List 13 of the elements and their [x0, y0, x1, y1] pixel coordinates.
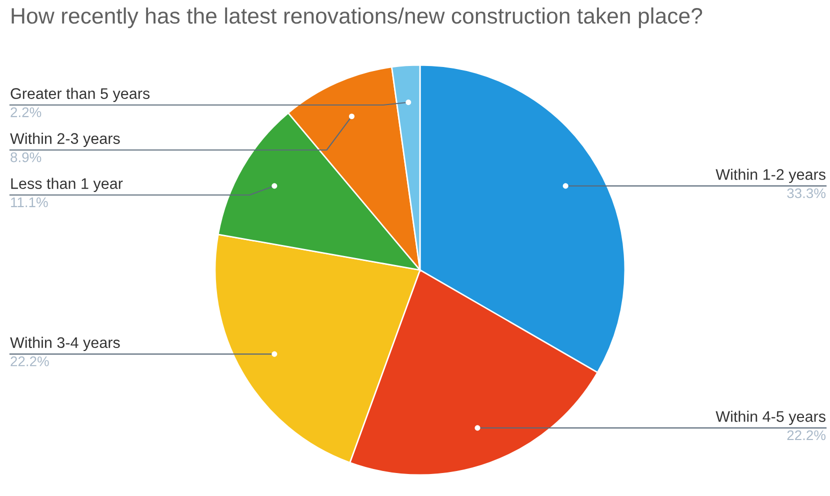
data-label: 8.9% [10, 152, 42, 162]
slice-label: Within 3-4 years [10, 336, 120, 352]
data-label: 33.3% [787, 188, 826, 198]
chart-title: How recently has the latest renovations/new construction taken place? [12, 7, 702, 28]
data-label: 11.1% [11, 197, 48, 208]
data-label: 22.2% [787, 430, 826, 440]
slice-label: Less than 1 year [11, 178, 123, 192]
slice-label: Within 2-3 years [10, 132, 120, 147]
data-label: 22.2% [10, 356, 49, 366]
slice-label: Within 1-2 years [716, 168, 826, 183]
slice-label: Greater than 5 years [10, 88, 150, 102]
slice-label: Within 4-5 years [716, 410, 826, 425]
data-label: 2.2% [10, 107, 42, 118]
